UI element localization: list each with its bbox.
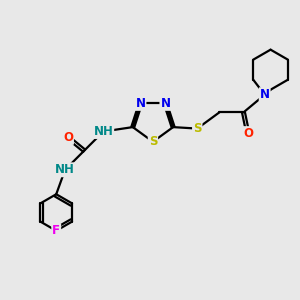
Text: N: N <box>160 97 170 110</box>
Text: F: F <box>52 224 60 237</box>
Text: S: S <box>149 135 157 148</box>
Text: N: N <box>136 97 146 110</box>
Text: NH: NH <box>93 125 113 138</box>
Text: S: S <box>193 122 202 135</box>
Text: O: O <box>243 127 253 140</box>
Text: O: O <box>63 131 73 144</box>
Text: N: N <box>260 88 270 101</box>
Text: NH: NH <box>55 163 75 176</box>
